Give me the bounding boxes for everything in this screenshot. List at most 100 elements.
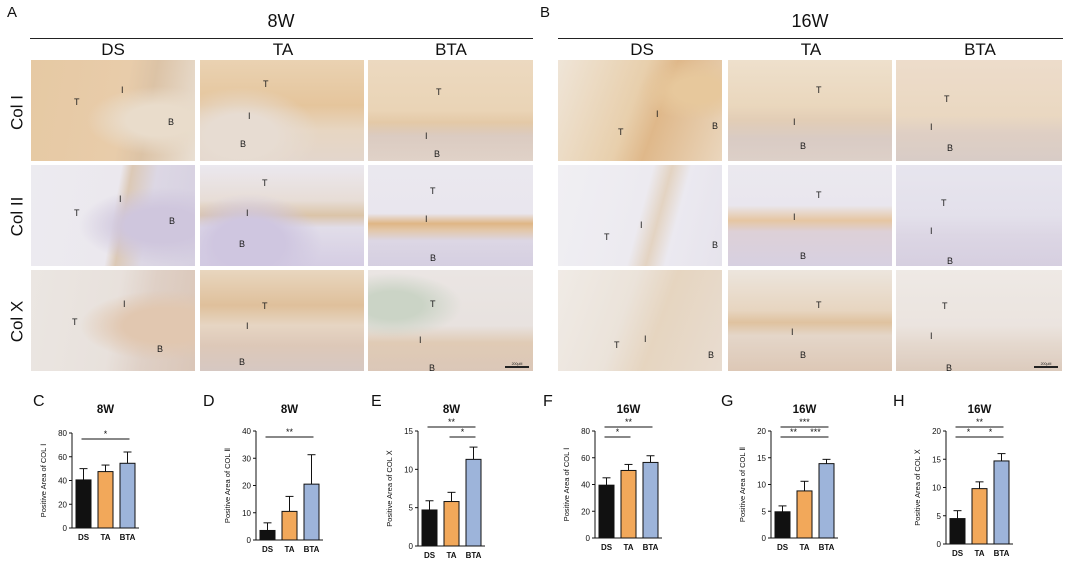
micrograph-col-x-16w-ta: T I B [728,270,892,371]
tissue-marker-b: B [429,363,436,372]
y-tick-label: 60 [581,454,590,463]
column-title-8w-bta: BTA [435,40,467,59]
significance-label: *** [799,417,810,427]
tissue-marker-t: T [74,208,80,218]
chart-svg: G 16W Positive Area of COL Ⅱ 0 5 10 15 20 DS TA BT… [721,393,838,552]
y-tick-label: 0 [409,542,414,551]
tissue-marker-i: I [793,117,796,127]
chart-title: 8W [443,404,460,416]
group-title-8w: 8W [267,11,295,31]
micrograph-col-i-16w-bta: T I B [896,60,1062,161]
y-tick-label: 0 [63,524,68,533]
tissue-marker-i: I [425,214,428,224]
x-tick-label-ds: DS [424,551,436,560]
bar-bta [993,460,1010,545]
tissue-marker-b: B [712,121,719,131]
tissue-marker-t: T [944,94,950,104]
x-tick-label-ds: DS [262,545,274,554]
tissue-marker-i: I [123,299,126,309]
tissue-marker-t: T [262,301,268,311]
y-axis-label: Positive Area of COL Ⅱ [223,448,232,523]
bar-ds [949,518,966,545]
bar-ta [971,488,988,545]
chart-letter: F [543,393,553,410]
micrograph-col-i-8w-ta: T I B [200,60,364,161]
y-tick-label: 60 [58,453,67,462]
tissue-marker-b: B [157,344,164,354]
tissue-marker-b: B [240,139,247,149]
column-title-16w-bta: BTA [964,40,996,59]
bar-ta [796,490,813,539]
x-tick-label-bta: BTA [466,551,482,560]
chart-c: C 8W Positive Area of COL Ⅰ 0 20 40 60 80 DS TA BT… [30,388,195,566]
tissue-marker-t: T [816,190,822,200]
micrograph-col-x-8w-ta: T I B [200,270,364,371]
y-tick-label: 5 [762,507,767,516]
row-label-col-x: Col X [7,300,27,343]
tissue-marker-i: I [425,131,428,141]
scale-bar-line [505,366,529,368]
chart-letter: C [33,393,45,410]
y-tick-label: 40 [58,477,67,486]
bar-ta [620,469,637,539]
x-tick-label-ds: DS [952,549,964,558]
bar-ds [259,529,276,541]
y-tick-label: 40 [581,481,590,490]
y-tick-label: 5 [409,504,414,513]
tissue-marker-t: T [942,301,948,311]
y-axis-label: Positive Area of COL Ⅱ [738,447,747,522]
tissue-marker-b: B [947,256,954,266]
chart-g: G 16W Positive Area of COL Ⅱ 0 5 10 15 20 DS TA BT… [718,388,883,566]
x-tick-label-ta: TA [446,551,456,560]
micrograph-col-ii-16w-ds: T I B [558,165,722,266]
row-label-col-ii: Col II [7,196,27,237]
bar-ta [281,510,298,541]
tissue-marker-b: B [169,216,176,226]
x-tick-label-bta: BTA [304,545,320,554]
chart-title: 16W [793,404,817,416]
tissue-marker-i: I [930,331,933,341]
x-tick-label-ta: TA [974,549,984,558]
tissue-marker-i: I [793,212,796,222]
y-axis-label: Positive Area of COL Ⅹ [913,448,922,525]
y-tick-label: 10 [932,484,941,493]
micrograph-col-i-8w-ds: T I B [31,60,195,161]
x-tick-label-ds: DS [601,543,613,552]
x-tick-label-ds: DS [777,543,789,552]
tissue-marker-b: B [239,357,246,367]
tissue-marker-b: B [800,251,807,261]
y-tick-label: 15 [757,454,766,463]
tissue-marker-i: I [419,335,422,345]
y-tick-label: 10 [404,465,413,474]
tissue-marker-t: T [74,97,80,107]
tissue-marker-t: T [941,198,947,208]
y-tick-label: 20 [581,507,590,516]
tissue-marker-t: T [436,87,442,97]
tissue-marker-i: I [640,220,643,230]
tissue-marker-t: T [430,299,436,309]
x-tick-label-ds: DS [78,533,90,542]
tissue-marker-t: T [618,127,624,137]
scale-bar-label: 200μM [511,362,523,366]
tissue-marker-t: T [614,340,620,350]
chart-svg: H 16W Positive Area of COL Ⅹ 0 5 10 15 20 DS TA BT… [893,393,1013,558]
chart-h: H 16W Positive Area of COL Ⅹ 0 5 10 15 20 DS TA BT… [890,388,1055,566]
tissue-marker-b: B [168,117,175,127]
chart-title: 8W [281,404,298,416]
chart-title: 16W [968,404,992,416]
tissue-marker-t: T [72,317,78,327]
micrograph-col-ii-8w-ds: T I B [31,165,195,266]
tissue-marker-b: B [712,240,719,250]
tissue-marker-i: I [930,122,933,132]
bar-bta [119,462,136,529]
scale-bar: 200μM [1034,362,1058,368]
column-title-8w-ta: TA [272,40,294,59]
bar-bta [465,458,482,547]
y-tick-label: 10 [242,509,251,518]
bar-ds [75,479,92,529]
tissue-marker-b: B [946,363,953,372]
x-tick-label-bta: BTA [643,543,659,552]
micrograph-col-ii-16w-ta: T I B [728,165,892,266]
y-tick-label: 15 [404,427,413,436]
